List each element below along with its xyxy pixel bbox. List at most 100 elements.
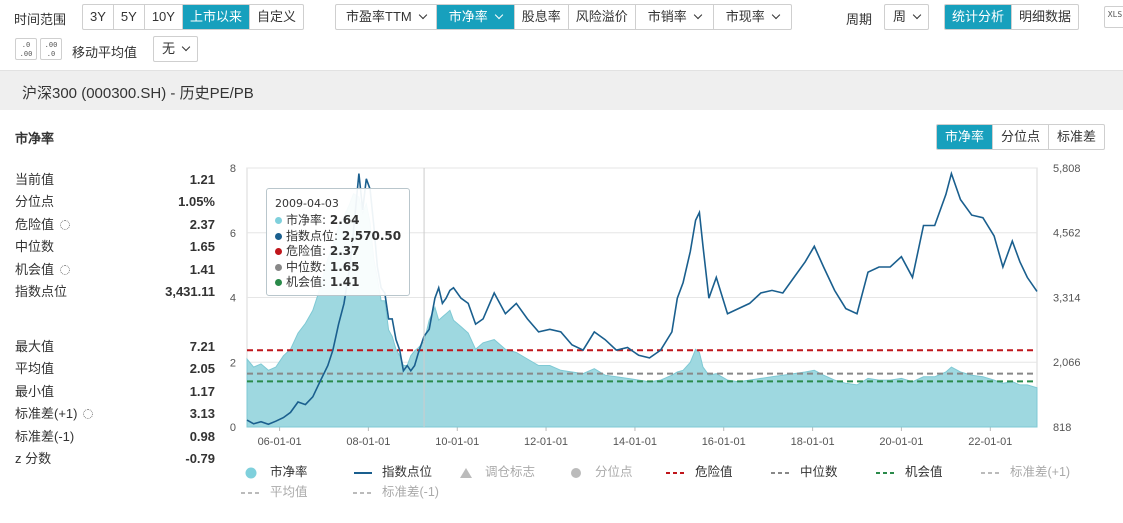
stat-row: 平均值 2.05 (15, 358, 215, 380)
decimal-increase-icon[interactable]: .0 .00 (15, 38, 37, 60)
moving-average-label: 移动平均值 (72, 45, 138, 60)
range-5y-button[interactable]: 5Y (114, 5, 145, 29)
period-value[interactable]: 周 (885, 5, 928, 29)
export-xls-icon[interactable]: XLS (1104, 6, 1123, 28)
legend-item[interactable]: 中位数 (770, 463, 838, 481)
stat-label: 标准差(-1) (15, 426, 74, 448)
legend-item[interactable]: 平均值 (240, 483, 308, 501)
tooltip-label: 危险值: (286, 244, 330, 258)
tab-pb[interactable]: 市净率 (937, 125, 994, 149)
stats-analysis-button[interactable]: 统计分析 (945, 5, 1013, 29)
gear-icon[interactable] (60, 219, 71, 230)
x-tick-label: 18-01-01 (791, 436, 835, 448)
stat-label-text: 平均值 (15, 361, 55, 377)
legend-item[interactable]: 标准差(-1) (352, 483, 439, 501)
stat-value: 1.21 (189, 172, 215, 187)
stat-value: 2.37 (189, 216, 215, 232)
legend-item[interactable]: 标准差(+1) (980, 463, 1070, 481)
gear-icon[interactable] (83, 409, 94, 420)
tab-percentile[interactable]: 分位点 (993, 125, 1050, 149)
metric-ps-dropdown[interactable]: 市销率 (636, 5, 714, 29)
legend-item[interactable]: 危险值 (665, 463, 733, 481)
legend-triangle-icon (460, 467, 472, 478)
metric-pb-label: 市净率 (448, 9, 488, 24)
stat-label-text: z 分数 (15, 450, 52, 466)
gear-icon[interactable] (60, 264, 71, 275)
stat-label: z 分数 (15, 448, 51, 470)
moving-average-select[interactable]: 无 (153, 36, 199, 62)
stat-label-text: 危险值 (15, 216, 55, 232)
chevron-down-icon (418, 10, 427, 20)
legend-line-icon (354, 471, 372, 474)
metric-risk-premium-button[interactable]: 风险溢价 (569, 5, 636, 29)
stat-row: 标准差(+1) 3.13 (15, 403, 215, 425)
y-right-tick-label: 2,066 (1053, 357, 1081, 369)
page-title: 沪深300 (000300.SH) - 历史PE/PB (22, 85, 254, 102)
metric-pcf-dropdown[interactable]: 市现率 (714, 5, 791, 29)
legend-label: 中位数 (800, 465, 838, 479)
metric-pe-label: 市盈率TTM (346, 9, 412, 24)
tab-std-dev[interactable]: 标准差 (1057, 129, 1097, 144)
legend-dash-icon (771, 471, 791, 474)
legend-item[interactable]: 市净率 (240, 463, 308, 481)
stat-label: 标准差(+1) (15, 403, 94, 425)
view-mode-group: 统计分析 明细数据 (944, 4, 1080, 30)
page-title-bar: 沪深300 (000300.SH) - 历史PE/PB (0, 70, 1123, 110)
metric-dividend-button[interactable]: 股息率 (515, 5, 569, 29)
tooltip-row: 危险值: 2.37 (275, 244, 401, 260)
range-since-listing-button[interactable]: 上市以来 (182, 5, 250, 29)
stat-row: 最小值 1.17 (15, 381, 215, 403)
range-10y-button[interactable]: 10Y (145, 5, 183, 29)
stat-label-text: 最小值 (15, 383, 55, 399)
tooltip-row: 中位数: 1.65 (275, 260, 401, 276)
chevron-down-icon (693, 10, 703, 20)
x-tick-label: 06-01-01 (258, 436, 302, 448)
x-tick-label: 10-01-01 (435, 436, 479, 448)
stat-label: 中位数 (15, 236, 54, 258)
moving-average-value[interactable]: 无 (154, 37, 197, 61)
period-select[interactable]: 周 (884, 4, 930, 30)
y-right-tick-label: 5,808 (1053, 163, 1081, 175)
legend-label: 机会值 (905, 465, 943, 479)
stat-row: 危险值 2.37 (15, 214, 215, 236)
period-value-label: 周 (893, 9, 907, 24)
legend-label: 指数点位 (382, 465, 433, 479)
metric-pe-ttm-dropdown[interactable]: 市盈率TTM (336, 5, 437, 29)
legend-label: 调仓标志 (485, 465, 536, 479)
decimal-decrease-icon[interactable]: .00 .0 (40, 38, 62, 60)
stat-label: 机会值 (15, 259, 71, 281)
legend-item[interactable]: 调仓标志 (455, 463, 535, 481)
stat-row: 机会值 1.41 (15, 259, 215, 281)
tooltip-label: 机会值: (286, 275, 330, 289)
stat-label-text: 分位点 (15, 194, 55, 210)
range-3y-button[interactable]: 3Y (83, 5, 114, 29)
stats-group-current: 当前值 1.21 分位点 1.05% 危险值 2.37 中位数 1.65 机会值 1.41 指数点位… (15, 169, 215, 303)
stat-value: 1.41 (189, 261, 215, 277)
legend-label: 标准差(+1) (1010, 465, 1071, 479)
metric-ps-label: 市销率 (647, 9, 687, 24)
detail-data-button[interactable]: 明细数据 (1019, 9, 1072, 24)
legend-circle-icon (571, 467, 581, 478)
y-right-tick-label: 818 (1053, 422, 1071, 434)
y-right-tick-label: 4,562 (1053, 228, 1081, 240)
chevron-down-icon (771, 10, 781, 20)
stat-row: 中位数 1.65 (15, 236, 215, 258)
legend-item[interactable]: 分位点 (565, 463, 633, 481)
stat-label: 最小值 (15, 381, 54, 403)
legend-area-icon (245, 467, 257, 479)
y-left-tick-label: 2 (230, 357, 236, 369)
legend-label: 平均值 (270, 485, 308, 499)
metric-pcf-label: 市现率 (725, 9, 765, 24)
period-label: 周期 (846, 12, 873, 27)
legend-dash-icon (981, 471, 1001, 474)
ma-value-label: 无 (162, 41, 176, 56)
legend-item[interactable]: 指数点位 (352, 463, 432, 481)
toolbar: 时间范围 3Y 5Y 10Y 上市以来 自定义 市盈率TTM 市净率 股息率 风… (0, 0, 1123, 70)
tooltip-value: 2.37 (329, 244, 360, 258)
tooltip-value: 2.64 (329, 213, 360, 227)
stat-label-text: 中位数 (15, 239, 55, 255)
range-custom-button[interactable]: 自定义 (256, 9, 296, 24)
legend-item[interactable]: 机会值 (875, 463, 943, 481)
tooltip-value: 1.65 (329, 259, 360, 274)
metric-pb-dropdown[interactable]: 市净率 (436, 5, 515, 29)
